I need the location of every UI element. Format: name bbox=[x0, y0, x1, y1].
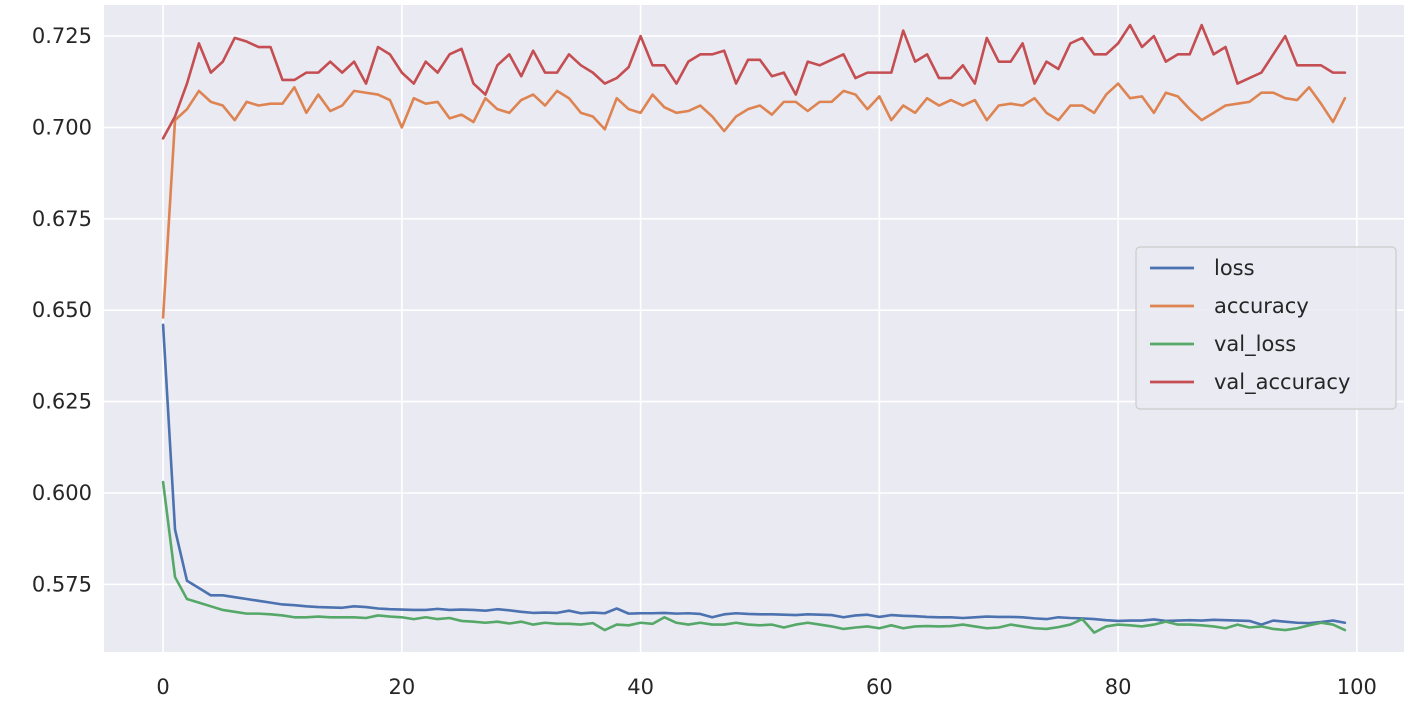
legend-label: loss bbox=[1214, 256, 1255, 280]
series-lines bbox=[161, 23, 1347, 634]
y-tick-label: 0.725 bbox=[32, 24, 92, 48]
x-tick-label: 20 bbox=[388, 675, 415, 699]
legend-label: val_loss bbox=[1214, 332, 1296, 357]
legend-label: accuracy bbox=[1214, 294, 1309, 318]
y-tick-label: 0.575 bbox=[32, 572, 92, 596]
y-tick-label: 0.675 bbox=[32, 207, 92, 231]
x-tick-label: 100 bbox=[1337, 675, 1377, 699]
y-tick-label: 0.600 bbox=[32, 481, 92, 505]
x-tick-label: 0 bbox=[156, 675, 169, 699]
legend-label: val_accuracy bbox=[1214, 370, 1350, 395]
y-tick-label: 0.625 bbox=[32, 390, 92, 414]
series-line-accuracy bbox=[161, 82, 1347, 319]
series-line-val-loss bbox=[161, 480, 1347, 634]
x-tick-label: 60 bbox=[866, 675, 893, 699]
x-axis-ticks: 0 20 40 60 80 100 bbox=[156, 675, 1376, 699]
series-line-loss bbox=[161, 323, 1347, 626]
legend: loss accuracy val_loss val_accuracy bbox=[1135, 246, 1397, 410]
series-line-val-accuracy bbox=[161, 23, 1347, 140]
grid-lines bbox=[104, 5, 1404, 652]
y-tick-label: 0.650 bbox=[32, 298, 92, 322]
x-tick-label: 80 bbox=[1105, 675, 1132, 699]
y-tick-label: 0.700 bbox=[32, 115, 92, 139]
y-axis-ticks: 0.575 0.600 0.625 0.650 0.675 0.700 0.725 bbox=[32, 24, 92, 596]
x-tick-label: 40 bbox=[627, 675, 654, 699]
legend-box bbox=[1135, 246, 1397, 410]
